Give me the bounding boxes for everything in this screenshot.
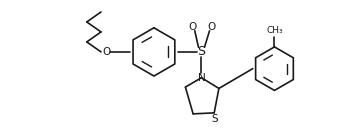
- Text: S: S: [197, 45, 206, 58]
- Text: O: O: [102, 47, 110, 57]
- Text: N: N: [198, 73, 206, 83]
- Text: O: O: [208, 22, 216, 32]
- Text: CH₃: CH₃: [266, 26, 283, 35]
- Text: S: S: [212, 114, 218, 124]
- Text: O: O: [188, 22, 197, 32]
